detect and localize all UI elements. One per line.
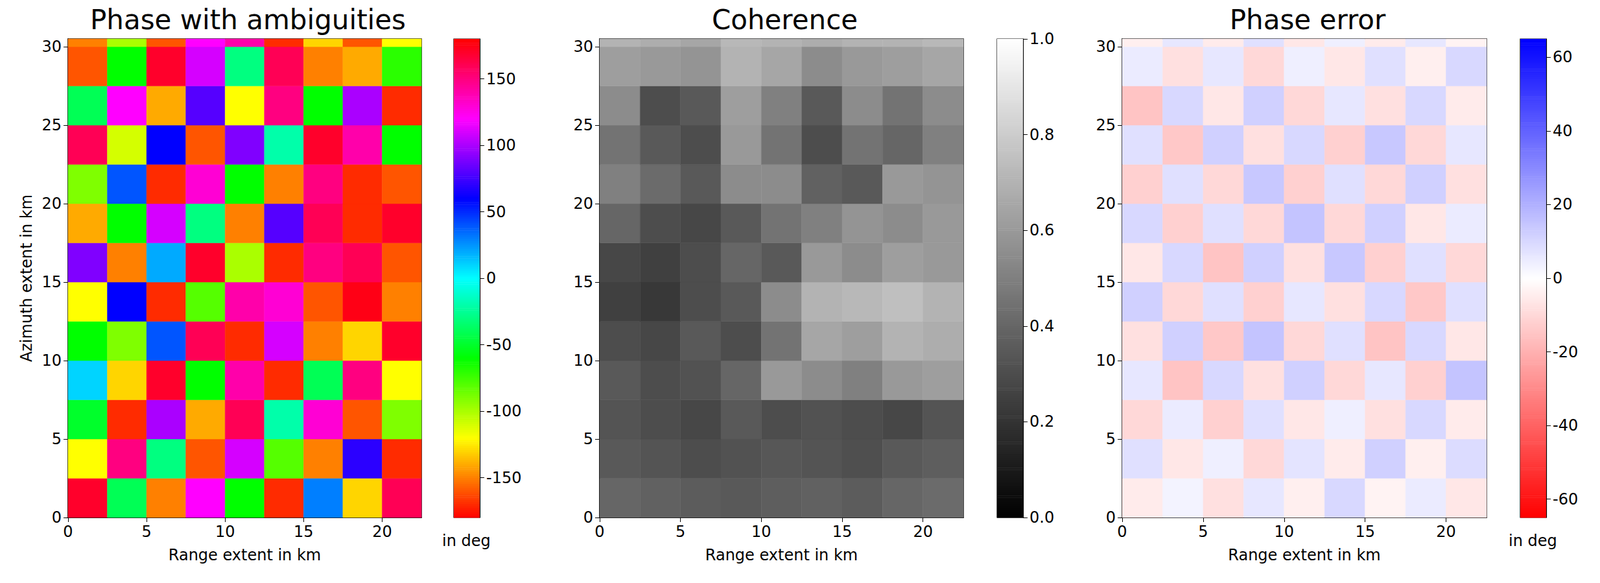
svg-text:20: 20 — [41, 194, 62, 213]
svg-text:5: 5 — [51, 429, 62, 448]
svg-text:0: 0 — [594, 522, 605, 541]
svg-text:20: 20 — [372, 522, 393, 541]
svg-text:20: 20 — [1552, 195, 1573, 214]
svg-text:60: 60 — [1552, 47, 1573, 67]
svg-text:15: 15 — [832, 522, 853, 541]
svg-text:15: 15 — [1095, 272, 1116, 292]
svg-text:10: 10 — [41, 351, 62, 370]
svg-text:15: 15 — [573, 272, 594, 292]
svg-text:-50: -50 — [486, 335, 512, 354]
svg-text:5: 5 — [1198, 522, 1208, 541]
svg-text:20: 20 — [1435, 522, 1457, 541]
svg-text:20: 20 — [1095, 194, 1116, 213]
svg-text:-100: -100 — [486, 401, 522, 421]
svg-text:Phase with ambiguities: Phase with ambiguities — [90, 3, 406, 36]
svg-text:20: 20 — [912, 522, 933, 541]
svg-text:10: 10 — [1274, 522, 1295, 541]
svg-text:Phase error: Phase error — [1229, 3, 1387, 36]
svg-text:-60: -60 — [1552, 490, 1578, 509]
svg-text:0.2: 0.2 — [1029, 412, 1055, 431]
svg-text:Range extent in km: Range extent in km — [705, 545, 858, 565]
svg-text:0: 0 — [51, 508, 62, 527]
svg-text:150: 150 — [486, 70, 517, 89]
svg-text:25: 25 — [1095, 116, 1116, 135]
svg-text:0.6: 0.6 — [1029, 221, 1055, 240]
svg-text:25: 25 — [573, 116, 594, 135]
svg-text:40: 40 — [1552, 121, 1573, 141]
svg-text:0: 0 — [583, 508, 594, 527]
svg-text:100: 100 — [486, 136, 517, 155]
svg-text:0.4: 0.4 — [1029, 317, 1055, 336]
svg-text:5: 5 — [675, 522, 686, 541]
svg-text:5: 5 — [583, 429, 594, 448]
svg-text:30: 30 — [41, 37, 62, 56]
svg-text:Coherence: Coherence — [711, 3, 858, 36]
svg-text:0: 0 — [1105, 508, 1116, 527]
svg-text:1.0: 1.0 — [1029, 29, 1055, 48]
svg-text:10: 10 — [573, 351, 594, 370]
svg-text:in deg: in deg — [1508, 531, 1558, 550]
svg-text:50: 50 — [486, 202, 507, 222]
svg-text:0: 0 — [1117, 522, 1127, 541]
svg-text:5: 5 — [141, 522, 152, 541]
svg-text:10: 10 — [1095, 351, 1116, 370]
svg-text:25: 25 — [41, 116, 62, 135]
svg-text:-150: -150 — [486, 468, 522, 487]
svg-text:20: 20 — [573, 194, 594, 213]
svg-text:0: 0 — [62, 522, 73, 541]
svg-text:15: 15 — [1354, 522, 1376, 541]
svg-text:15: 15 — [293, 522, 314, 541]
svg-text:Range extent in km: Range extent in km — [1227, 545, 1381, 565]
svg-text:10: 10 — [751, 522, 772, 541]
svg-text:Azimuth extent in km: Azimuth extent in km — [17, 194, 36, 362]
svg-text:0: 0 — [486, 269, 496, 288]
svg-text:5: 5 — [1105, 429, 1116, 448]
svg-text:-20: -20 — [1552, 342, 1578, 362]
svg-text:0.8: 0.8 — [1029, 125, 1055, 144]
svg-text:in deg: in deg — [442, 531, 491, 550]
svg-text:0.0: 0.0 — [1029, 508, 1055, 527]
svg-text:30: 30 — [1095, 37, 1116, 56]
svg-text:-40: -40 — [1552, 416, 1578, 435]
svg-text:0: 0 — [1552, 269, 1563, 288]
svg-text:10: 10 — [215, 522, 236, 541]
svg-text:30: 30 — [573, 37, 594, 56]
svg-text:15: 15 — [41, 272, 62, 292]
svg-text:Range extent in km: Range extent in km — [168, 545, 321, 565]
